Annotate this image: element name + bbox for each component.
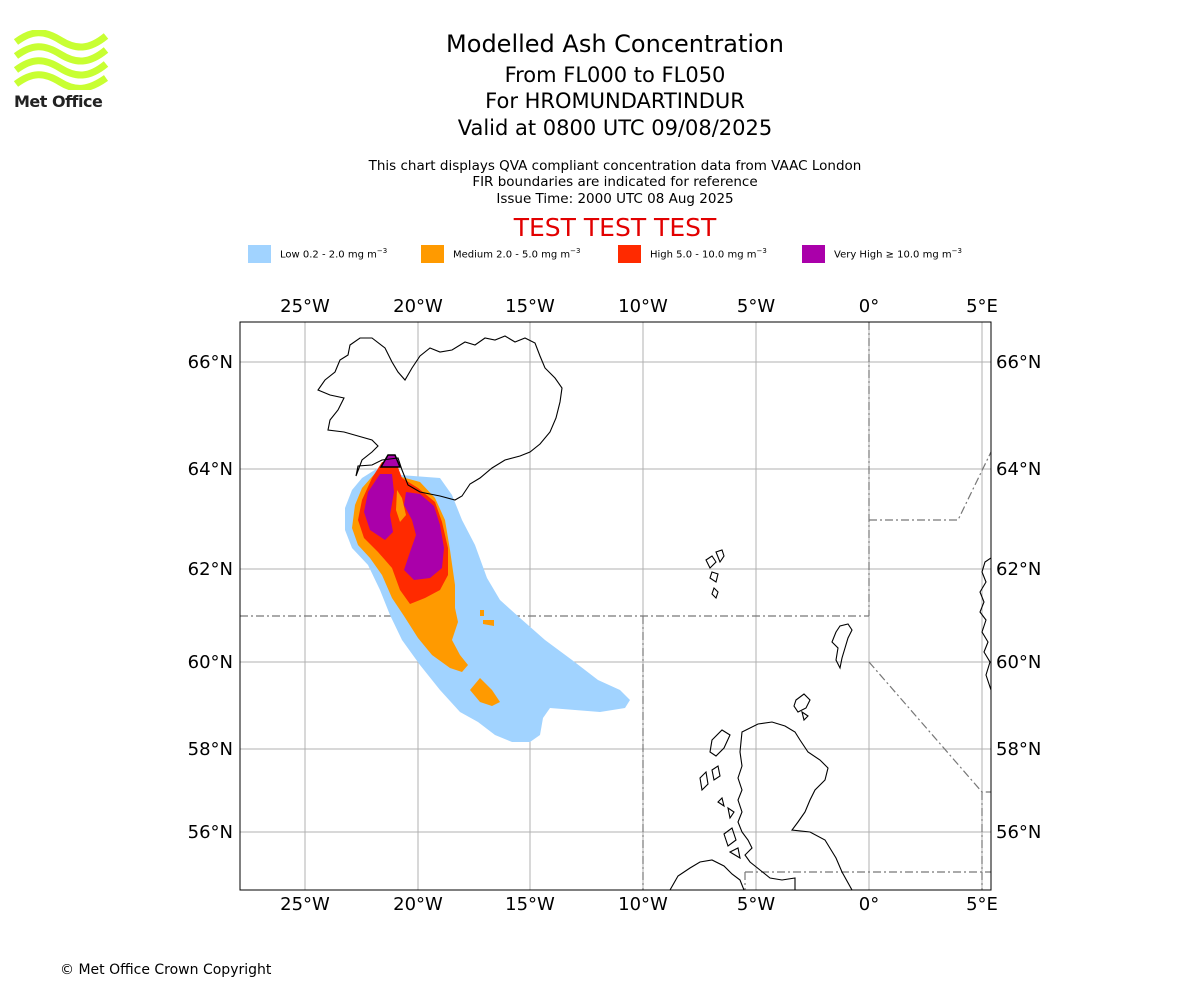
volcano-name: For HROMUNDARTINDUR	[485, 89, 745, 113]
met-office-wave-icon	[13, 29, 109, 92]
valid-time: Valid at 0800 UTC 09/08/2025	[457, 116, 773, 140]
legend-label-medium: Medium 2.0 - 5.0 mg m	[453, 249, 571, 261]
legend-label-high: High 5.0 - 10.0 mg m	[650, 249, 757, 261]
lon-tick-top: 25°W	[280, 296, 330, 317]
lon-tick-bottom: 15°W	[505, 894, 555, 915]
subtitle-line-1: This chart displays QVA compliant concen…	[368, 158, 862, 174]
legend-item-very-high: Very High ≥ 10.0 mg m−3	[802, 244, 962, 264]
faroe-islands-coastline	[705, 549, 725, 600]
lon-tick-bottom: 5°W	[737, 894, 775, 915]
lat-ticks-left: 66°N 64°N 62°N 60°N 58°N 56°N	[188, 352, 233, 843]
ash-medium-fleck	[480, 610, 494, 626]
lon-tick-top: 5°W	[737, 296, 775, 317]
met-office-logo: Met Office	[13, 29, 109, 112]
legend-swatch-medium	[421, 245, 444, 263]
hebrides-coastline	[699, 729, 741, 860]
shetland-coastline	[831, 623, 853, 670]
lat-tick-right: 56°N	[996, 822, 1041, 843]
legend-swatch-low	[248, 245, 271, 263]
lon-ticks-bottom: 25°W 20°W 15°W 10°W 5°W 0° 5°E	[280, 894, 998, 915]
copyright-notice: © Met Office Crown Copyright	[60, 962, 272, 978]
lon-tick-bottom: 20°W	[393, 894, 443, 915]
map-frame	[239, 321, 992, 891]
lat-tick-right: 66°N	[996, 352, 1041, 373]
met-office-logo-text: Met Office	[14, 92, 103, 111]
lat-tick-right: 60°N	[996, 652, 1041, 673]
lat-tick-left: 60°N	[188, 652, 233, 673]
ash-very-high-region	[364, 474, 394, 540]
ash-very-high-region-2	[404, 492, 444, 580]
lat-tick-left: 66°N	[188, 352, 233, 373]
lat-ticks-right: 66°N 64°N 62°N 60°N 58°N 56°N	[996, 352, 1041, 843]
lat-tick-left: 58°N	[188, 739, 233, 760]
norway-coastline	[979, 557, 991, 691]
map-gridlines	[240, 322, 991, 890]
lat-tick-right: 62°N	[996, 559, 1041, 580]
chart-title: Modelled Ash Concentration	[446, 30, 784, 58]
legend-item-medium: Medium 2.0 - 5.0 mg m−3	[421, 244, 580, 264]
scotland-coastline	[737, 721, 853, 890]
legend-label-low: Low 0.2 - 2.0 mg m	[280, 249, 377, 261]
lon-tick-top: 5°E	[966, 296, 998, 317]
ireland-coastline	[669, 859, 745, 890]
volcano-marker-icon	[379, 454, 402, 468]
legend-swatch-very-high	[802, 245, 825, 263]
lat-tick-left: 64°N	[188, 459, 233, 480]
lon-ticks-top: 25°W 20°W 15°W 10°W 5°W 0° 5°E	[280, 296, 998, 317]
iceland-coastline	[317, 335, 563, 501]
lon-tick-top: 15°W	[505, 296, 555, 317]
lon-tick-top: 20°W	[393, 296, 443, 317]
legend-item-high: High 5.0 - 10.0 mg m−3	[618, 244, 767, 264]
lat-tick-right: 58°N	[996, 739, 1041, 760]
lon-tick-bottom: 5°E	[966, 894, 998, 915]
legend-item-low: Low 0.2 - 2.0 mg m−3	[248, 244, 387, 264]
lon-tick-top: 0°	[859, 296, 879, 317]
legend-label-very-high: Very High ≥ 10.0 mg m	[834, 249, 952, 261]
legend-swatch-high	[618, 245, 641, 263]
lat-tick-right: 64°N	[996, 459, 1041, 480]
lat-tick-left: 62°N	[188, 559, 233, 580]
issue-time: Issue Time: 2000 UTC 08 Aug 2025	[496, 191, 734, 207]
orkney-coastline	[793, 693, 811, 722]
lon-tick-top: 10°W	[618, 296, 668, 317]
fir-boundaries	[240, 322, 991, 890]
test-banner: TEST TEST TEST	[513, 213, 717, 242]
flight-level-range: From FL000 to FL050	[504, 63, 726, 87]
lat-tick-left: 56°N	[188, 822, 233, 843]
lon-tick-bottom: 0°	[859, 894, 879, 915]
ash-medium-patch	[470, 678, 500, 706]
subtitle-line-2: FIR boundaries are indicated for referen…	[472, 174, 758, 190]
ash-orange-core-streak	[396, 490, 406, 522]
lon-tick-bottom: 10°W	[618, 894, 668, 915]
lon-tick-bottom: 25°W	[280, 894, 330, 915]
